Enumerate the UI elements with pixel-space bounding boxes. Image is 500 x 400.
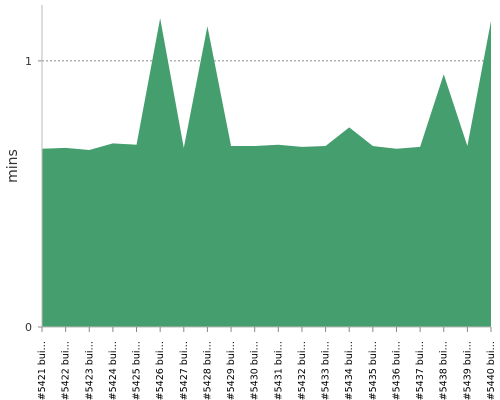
x-tick-label: #5428 bui… — [202, 341, 213, 400]
x-tick-label: #5421 bui… — [37, 341, 48, 400]
x-tick-label: #5426 bui… — [155, 341, 166, 400]
x-tick-label: #5435 bui… — [368, 341, 379, 400]
x-tick-label: #5433 bui… — [321, 341, 332, 400]
y-axis-label: mins — [5, 149, 21, 183]
x-tick-label: #5425 bui… — [132, 341, 143, 400]
x-tick-label: #5423 bui… — [84, 341, 95, 400]
area — [42, 18, 491, 327]
x-tick-label: #5439 bui… — [462, 341, 473, 400]
y-tick-label: 1 — [25, 55, 32, 68]
x-tick-label: #5422 bui… — [61, 341, 72, 400]
x-tick-label: #5434 bui… — [344, 341, 355, 400]
x-tick-label: #5424 bui… — [108, 341, 119, 400]
x-tick-label: #5427 bui… — [179, 341, 190, 400]
x-tick-label: #5440 bui… — [486, 341, 497, 400]
y-tick-label: 0 — [25, 321, 32, 334]
x-tick-label: #5429 bui… — [226, 341, 237, 400]
x-tick-label: #5437 bui… — [415, 341, 426, 400]
x-tick-label: #5438 bui… — [439, 341, 450, 400]
x-tick-label: #5436 bui… — [391, 341, 402, 400]
x-tick-label: #5431 bui… — [273, 341, 284, 400]
x-tick-label: #5430 bui… — [250, 341, 261, 400]
x-tick-label: #5432 bui… — [297, 341, 308, 400]
